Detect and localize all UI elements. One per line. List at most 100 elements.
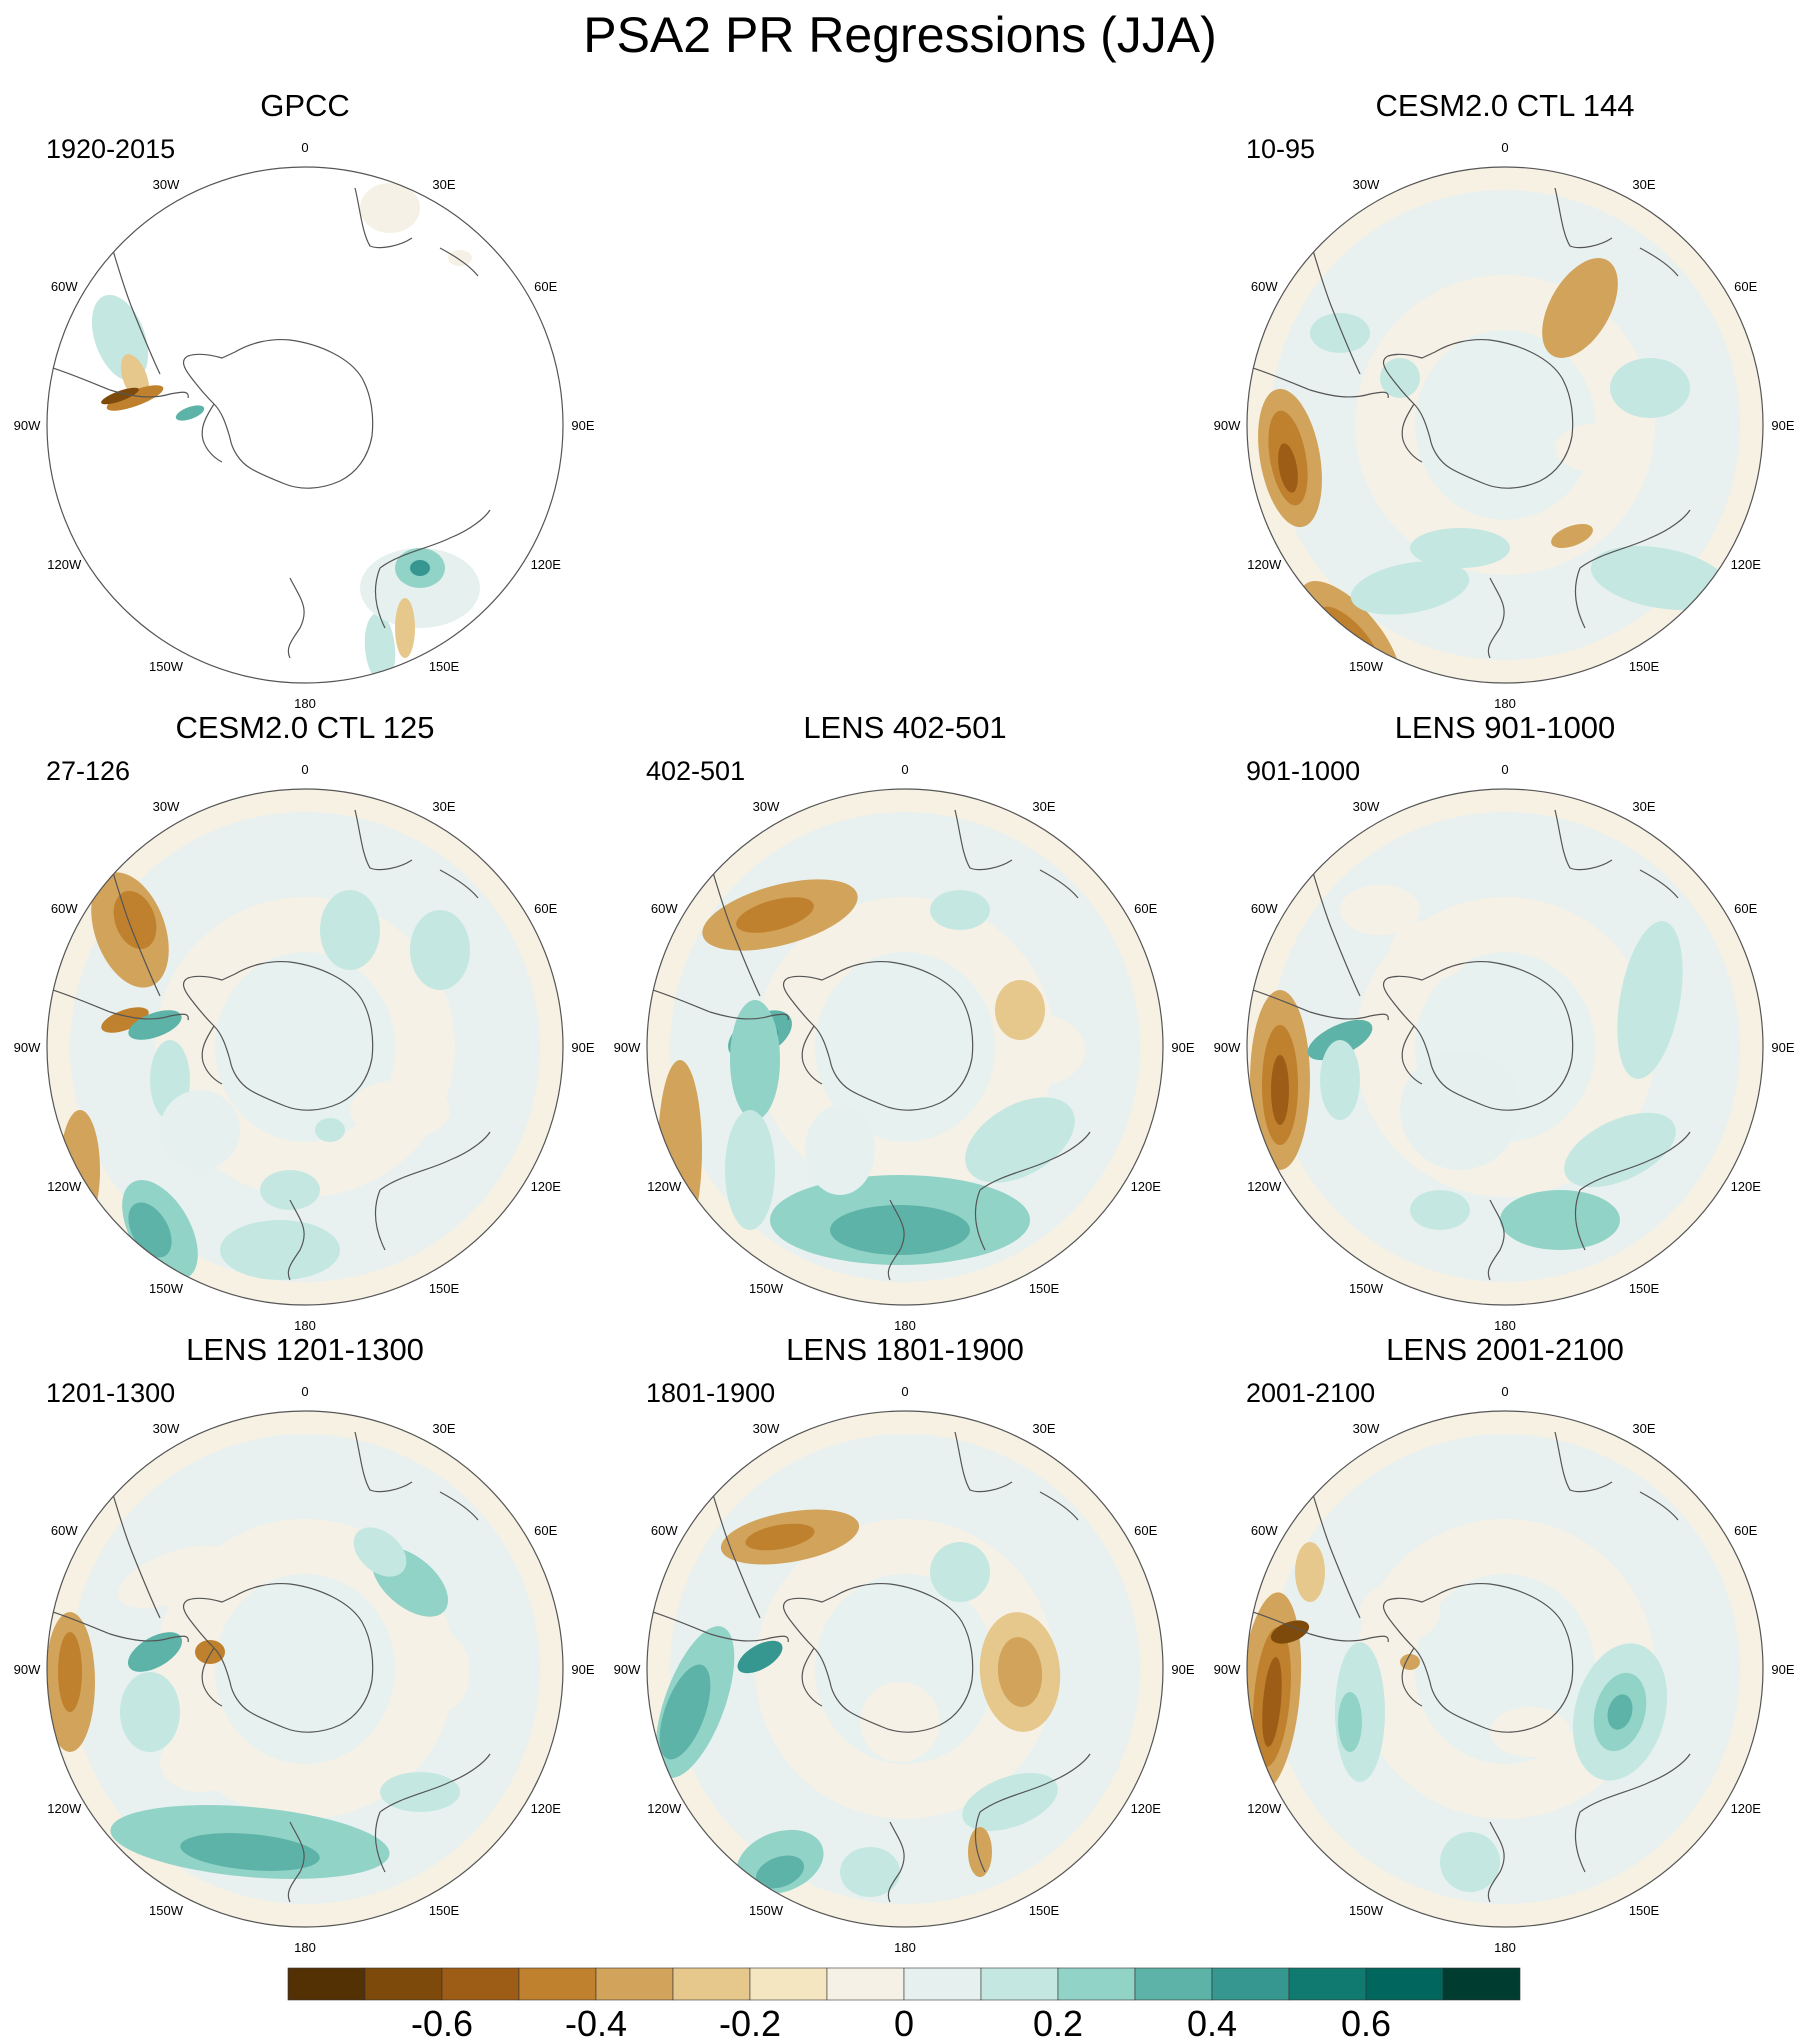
panel-period: 901-1000 bbox=[1246, 756, 1361, 786]
map-panel: LENS 1201-1300 0 30E 60E 90E 120E 150E 180 150W 1… bbox=[0, 1332, 600, 1952]
pr-anomaly-region bbox=[101, 1007, 149, 1033]
pr-anomaly-region bbox=[730, 1000, 780, 1120]
longitude-label: 120W bbox=[47, 1801, 82, 1816]
longitude-label: 150W bbox=[1349, 1281, 1384, 1296]
longitude-label: 180 bbox=[294, 1318, 316, 1330]
longitude-label: 180 bbox=[894, 1318, 916, 1330]
longitude-label: 90E bbox=[1171, 1662, 1194, 1677]
longitude-label: 0 bbox=[301, 1384, 308, 1399]
map-boundary bbox=[1246, 788, 1764, 1306]
coastline bbox=[354, 1431, 479, 1521]
longitude-label: 30W bbox=[753, 799, 780, 814]
coastline bbox=[182, 1582, 374, 1733]
longitude-label: 60E bbox=[534, 1523, 557, 1538]
colorbar-swatch bbox=[1288, 1967, 1367, 2001]
longitude-label: 0 bbox=[301, 762, 308, 777]
panel-title: GPCC bbox=[260, 88, 350, 123]
colorbar-swatch bbox=[287, 1967, 366, 2001]
coastline bbox=[1382, 960, 1574, 1111]
longitude-label: 60E bbox=[534, 901, 557, 916]
longitude-label: 0 bbox=[1501, 762, 1508, 777]
pr-anomaly-region bbox=[1415, 330, 1595, 520]
pr-anomaly-region bbox=[1271, 1055, 1289, 1125]
map-panel: LENS 901-1000 0 30E 60E 90E 120E 150E 180 150W 12… bbox=[1200, 710, 1800, 1330]
longitude-label: 90W bbox=[614, 1662, 641, 1677]
panel-title: CESM2.0 CTL 144 bbox=[1375, 88, 1635, 123]
longitude-label: 120W bbox=[47, 557, 82, 572]
coastline bbox=[287, 1199, 305, 1281]
map-boundary bbox=[46, 788, 564, 1306]
longitude-label: 60W bbox=[651, 1523, 678, 1538]
pr-anomaly-region bbox=[830, 1205, 970, 1255]
polar-map: 0 30E 60E 90E 120E 150E 180 150W 120W 90W 60W 30W bbox=[14, 140, 595, 708]
panel-title: LENS 1801-1900 bbox=[786, 1332, 1024, 1367]
longitude-label: 60W bbox=[1251, 901, 1278, 916]
colorbar: -0.6 -0.4 -0.2 0 0.2 0.4 0.6 bbox=[287, 1967, 1521, 2040]
longitude-label: 150W bbox=[149, 1903, 184, 1918]
pr-anomaly-region bbox=[1410, 1190, 1470, 1230]
pr-anomaly-region bbox=[1555, 423, 1645, 473]
pr-anomaly-region bbox=[410, 910, 470, 990]
colorbar-swatch bbox=[441, 1967, 520, 2001]
pr-anomaly-region bbox=[745, 1523, 815, 1551]
pr-anomaly-region bbox=[995, 980, 1045, 1040]
map-panel: LENS 2001-2100 0 30E 60E 90E 120E 150E 180 150W 1… bbox=[1200, 1332, 1800, 1952]
longitude-label: 150E bbox=[1629, 1281, 1660, 1296]
coastline bbox=[1554, 1431, 1679, 1521]
longitude-label: 90E bbox=[571, 1662, 594, 1677]
longitude-label: 180 bbox=[1494, 1318, 1516, 1330]
coastline bbox=[801, 1025, 823, 1085]
pr-anomaly-region bbox=[930, 1542, 990, 1602]
longitude-label: 0 bbox=[1501, 1384, 1508, 1399]
colorbar-swatch bbox=[364, 1967, 443, 2001]
pr-anomaly-region bbox=[1310, 313, 1370, 353]
longitude-label: 60W bbox=[51, 1523, 78, 1538]
longitude-label: 120W bbox=[47, 1179, 82, 1194]
longitude-label: 180 bbox=[294, 696, 316, 708]
pr-anomaly-region bbox=[353, 1527, 407, 1577]
longitude-label: 30W bbox=[1353, 799, 1380, 814]
map-boundary bbox=[646, 788, 1164, 1306]
map-boundary bbox=[46, 166, 564, 684]
longitude-label: 30E bbox=[1032, 1421, 1055, 1436]
pr-anomaly-region bbox=[350, 1080, 450, 1140]
colorbar-swatch bbox=[1211, 1967, 1290, 2001]
map-panel: GPCC 0 30E 60E 90E 120E 150E 180 150W 120W 90W 60W 3… bbox=[0, 88, 600, 708]
coastline bbox=[1401, 1647, 1423, 1707]
polar-map: 0 30E 60E 90E 120E 150E 180 150W 120W 90W 60W 30W bbox=[14, 1384, 595, 1952]
panel-title: LENS 901-1000 bbox=[1394, 710, 1616, 745]
colorbar-swatch bbox=[903, 1967, 982, 2001]
pr-anomaly-region bbox=[1440, 1832, 1500, 1892]
coastline bbox=[1554, 809, 1679, 899]
longitude-label: 90E bbox=[1171, 1040, 1194, 1055]
longitude-label: 60W bbox=[1251, 1523, 1278, 1538]
panel-period: 1920-2015 bbox=[46, 134, 176, 164]
longitude-label: 120E bbox=[531, 557, 562, 572]
pr-anomaly-region bbox=[128, 1202, 172, 1258]
coastline bbox=[801, 1647, 823, 1707]
map-background bbox=[47, 167, 563, 683]
longitude-label: 60E bbox=[1134, 1523, 1157, 1538]
pr-anomaly-region bbox=[930, 890, 990, 930]
pr-anomaly-region bbox=[815, 952, 995, 1142]
colorbar-swatch bbox=[1442, 1967, 1521, 2001]
colorbar-swatch bbox=[595, 1967, 674, 2001]
pr-anomaly-region bbox=[120, 1672, 180, 1752]
pr-anomaly-region bbox=[360, 183, 420, 233]
longitude-label: 90E bbox=[1771, 418, 1794, 433]
longitude-label: 90E bbox=[1771, 1040, 1794, 1055]
coastline bbox=[354, 187, 479, 277]
longitude-label: 150W bbox=[1349, 1903, 1384, 1918]
map-panel: CESM2.0 CTL 125 0 30E 60E 90E 120E 150E 180 150W… bbox=[0, 710, 600, 1330]
pr-anomaly-region bbox=[815, 1574, 995, 1764]
longitude-label: 0 bbox=[901, 1384, 908, 1399]
pr-anomaly-region bbox=[1500, 1190, 1620, 1250]
coastline bbox=[201, 1647, 223, 1707]
pr-anomaly-region bbox=[737, 1640, 783, 1674]
pr-anomaly-region bbox=[1400, 1654, 1420, 1670]
pr-anomaly-region bbox=[180, 1833, 320, 1871]
pr-anomaly-region bbox=[736, 897, 814, 933]
pr-anomaly-region bbox=[1278, 443, 1298, 493]
colorbar-swatch bbox=[672, 1967, 751, 2001]
pr-anomaly-region bbox=[658, 1060, 702, 1240]
